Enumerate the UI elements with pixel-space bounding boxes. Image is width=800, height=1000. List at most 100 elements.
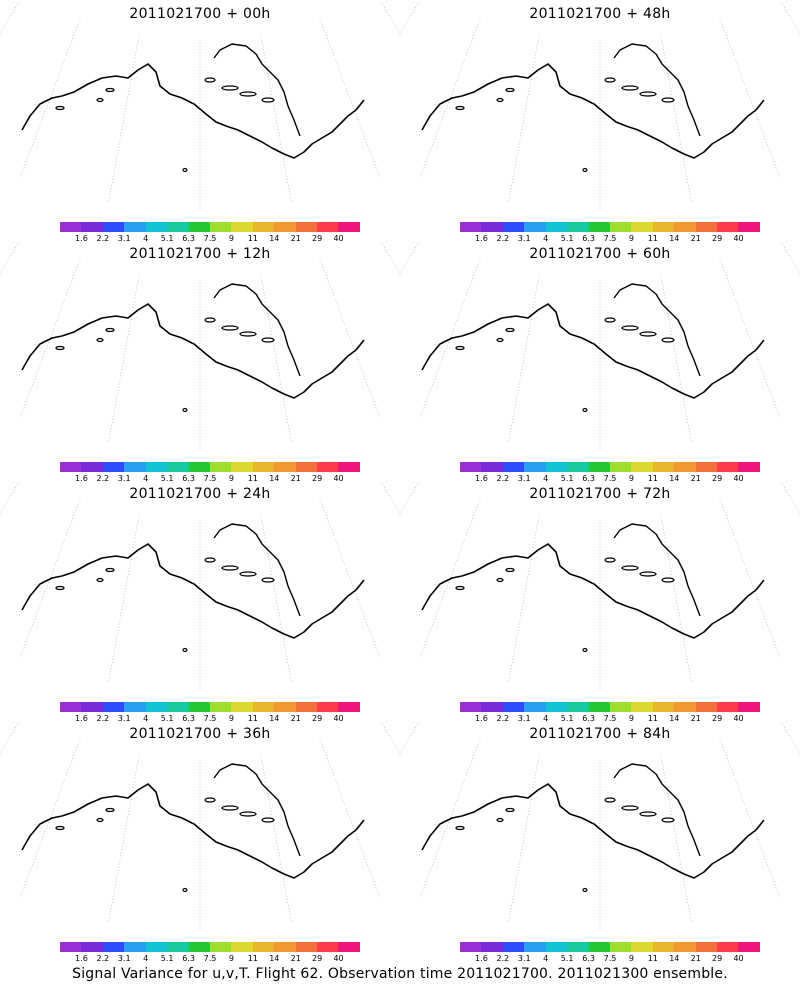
color-bar-labels: 1.6 2.2 3.1 4 5.1 6.3 7.5 9 11 14 21 29 40 xyxy=(460,954,760,964)
color-bar-swatch xyxy=(274,222,296,232)
color-bar-swatch xyxy=(545,942,568,952)
island xyxy=(96,337,104,343)
island xyxy=(96,577,104,583)
color-bar-swatch xyxy=(60,222,82,232)
island xyxy=(261,577,275,583)
color-bar-swatch xyxy=(502,702,525,712)
island xyxy=(221,85,239,91)
variance-contour xyxy=(584,131,588,137)
color-bar-tick-label: 5.1 xyxy=(560,474,574,483)
island xyxy=(604,317,616,323)
longitude-line xyxy=(319,738,381,898)
longitude-line xyxy=(0,240,21,275)
color-bar-swatch xyxy=(545,222,568,232)
panel-title: 2011021700 + 36h xyxy=(129,726,271,742)
island xyxy=(639,571,657,577)
color-bar-swatch xyxy=(188,942,210,952)
color-bar-swatch xyxy=(231,222,253,232)
color-bar-tick-label: 3.1 xyxy=(117,954,131,963)
island xyxy=(204,317,216,323)
color-bar-swatch xyxy=(674,462,696,472)
island xyxy=(455,345,465,351)
color-bar-tick-label: 9 xyxy=(228,954,234,963)
color-bar-tick-label: 29 xyxy=(312,474,323,483)
color-bar-swatch xyxy=(588,462,610,472)
island xyxy=(505,807,515,813)
island xyxy=(661,337,675,343)
color-bar-swatch xyxy=(631,942,653,952)
color-bar-swatch xyxy=(145,942,168,952)
color-bar-swatch xyxy=(545,462,568,472)
color-bar-swatch xyxy=(524,462,546,472)
color-bar-tick-label: 11 xyxy=(647,474,658,483)
longitude-line xyxy=(508,274,540,442)
color-bar-swatch xyxy=(231,942,253,952)
color-bar-tick-label: 14 xyxy=(669,954,680,963)
longitude-line xyxy=(0,720,21,755)
panel-12h: 2011021700 + 12h 1.6 2.2 3.1 4 5.1 6.3 7.5 9 11 1… xyxy=(0,240,400,483)
variance-contour xyxy=(646,818,702,846)
longitude-line xyxy=(260,34,292,202)
forecast-map xyxy=(400,480,800,690)
variance-contour xyxy=(260,298,316,324)
color-bar-swatch xyxy=(102,222,125,232)
color-bar-tick-label: 21 xyxy=(690,954,701,963)
color-bar-swatch xyxy=(481,942,503,952)
signal-variance-field xyxy=(130,296,316,346)
color-bar-swatch xyxy=(717,702,739,712)
longitude-line xyxy=(779,0,800,35)
coastline xyxy=(21,763,365,893)
color-bar-swatch xyxy=(481,702,503,712)
color-bar-tick-label: 5.1 xyxy=(560,234,574,243)
color-bar-tick-label: 6.3 xyxy=(182,234,195,243)
color-bar-tick-label: 4 xyxy=(543,714,549,723)
color-bar-tick-label: 2.2 xyxy=(96,234,110,243)
color-bar-swatch xyxy=(652,702,675,712)
color-bar-tick-label: 6.3 xyxy=(582,714,595,723)
color-bar-tick-label: 40 xyxy=(333,714,344,723)
longitude-line xyxy=(379,0,400,35)
panel-title: 2011021700 + 12h xyxy=(129,246,271,262)
coastline xyxy=(21,283,365,413)
island xyxy=(496,577,504,583)
color-bar-swatch xyxy=(102,702,125,712)
longitude-line xyxy=(379,720,400,755)
signal-variance-field xyxy=(570,70,590,137)
color-bar-swatch xyxy=(167,462,189,472)
longitude-line xyxy=(508,754,540,922)
forecast-map xyxy=(400,720,800,930)
color-bar-tick-label: 5.1 xyxy=(160,714,174,723)
color-bar-swatch xyxy=(252,222,275,232)
color-bar-tick-label: 14 xyxy=(269,714,280,723)
island xyxy=(621,805,639,811)
color-bar-swatch xyxy=(274,942,296,952)
longitude-line xyxy=(400,240,421,275)
color-bar-tick-label: 21 xyxy=(290,474,301,483)
color-bar-labels: 1.6 2.2 3.1 4 5.1 6.3 7.5 9 11 14 21 29 40 xyxy=(460,234,760,244)
color-bar-tick-label: 6.3 xyxy=(182,954,195,963)
longitude-line xyxy=(260,754,292,922)
latitude-line xyxy=(0,0,400,16)
color-bar-tick-label: 9 xyxy=(228,474,234,483)
longitude-line xyxy=(260,514,292,682)
longitude-line xyxy=(719,258,781,418)
color-bar-tick-label: 1.6 xyxy=(475,474,488,483)
coastline-path xyxy=(421,63,765,159)
color-bar xyxy=(460,222,760,232)
island xyxy=(261,337,275,343)
coastline-path xyxy=(421,303,765,399)
color-bar-swatch xyxy=(481,222,503,232)
color-bar-swatch xyxy=(652,222,675,232)
color-bar-tick-label: 3.1 xyxy=(117,474,131,483)
color-bar-swatch xyxy=(209,462,232,472)
color-bar-labels: 1.6 2.2 3.1 4 5.1 6.3 7.5 9 11 14 21 29 40 xyxy=(460,474,760,484)
variance-contour xyxy=(218,330,262,346)
island xyxy=(639,91,657,97)
color-bar-swatch xyxy=(274,462,296,472)
color-bar-tick-label: 6.3 xyxy=(582,954,595,963)
color-bar-swatch xyxy=(588,702,610,712)
longitude-line xyxy=(400,0,421,35)
color-bar-tick-label: 4 xyxy=(543,474,549,483)
longitude-line xyxy=(719,498,781,658)
color-bar-tick-label: 40 xyxy=(333,234,344,243)
